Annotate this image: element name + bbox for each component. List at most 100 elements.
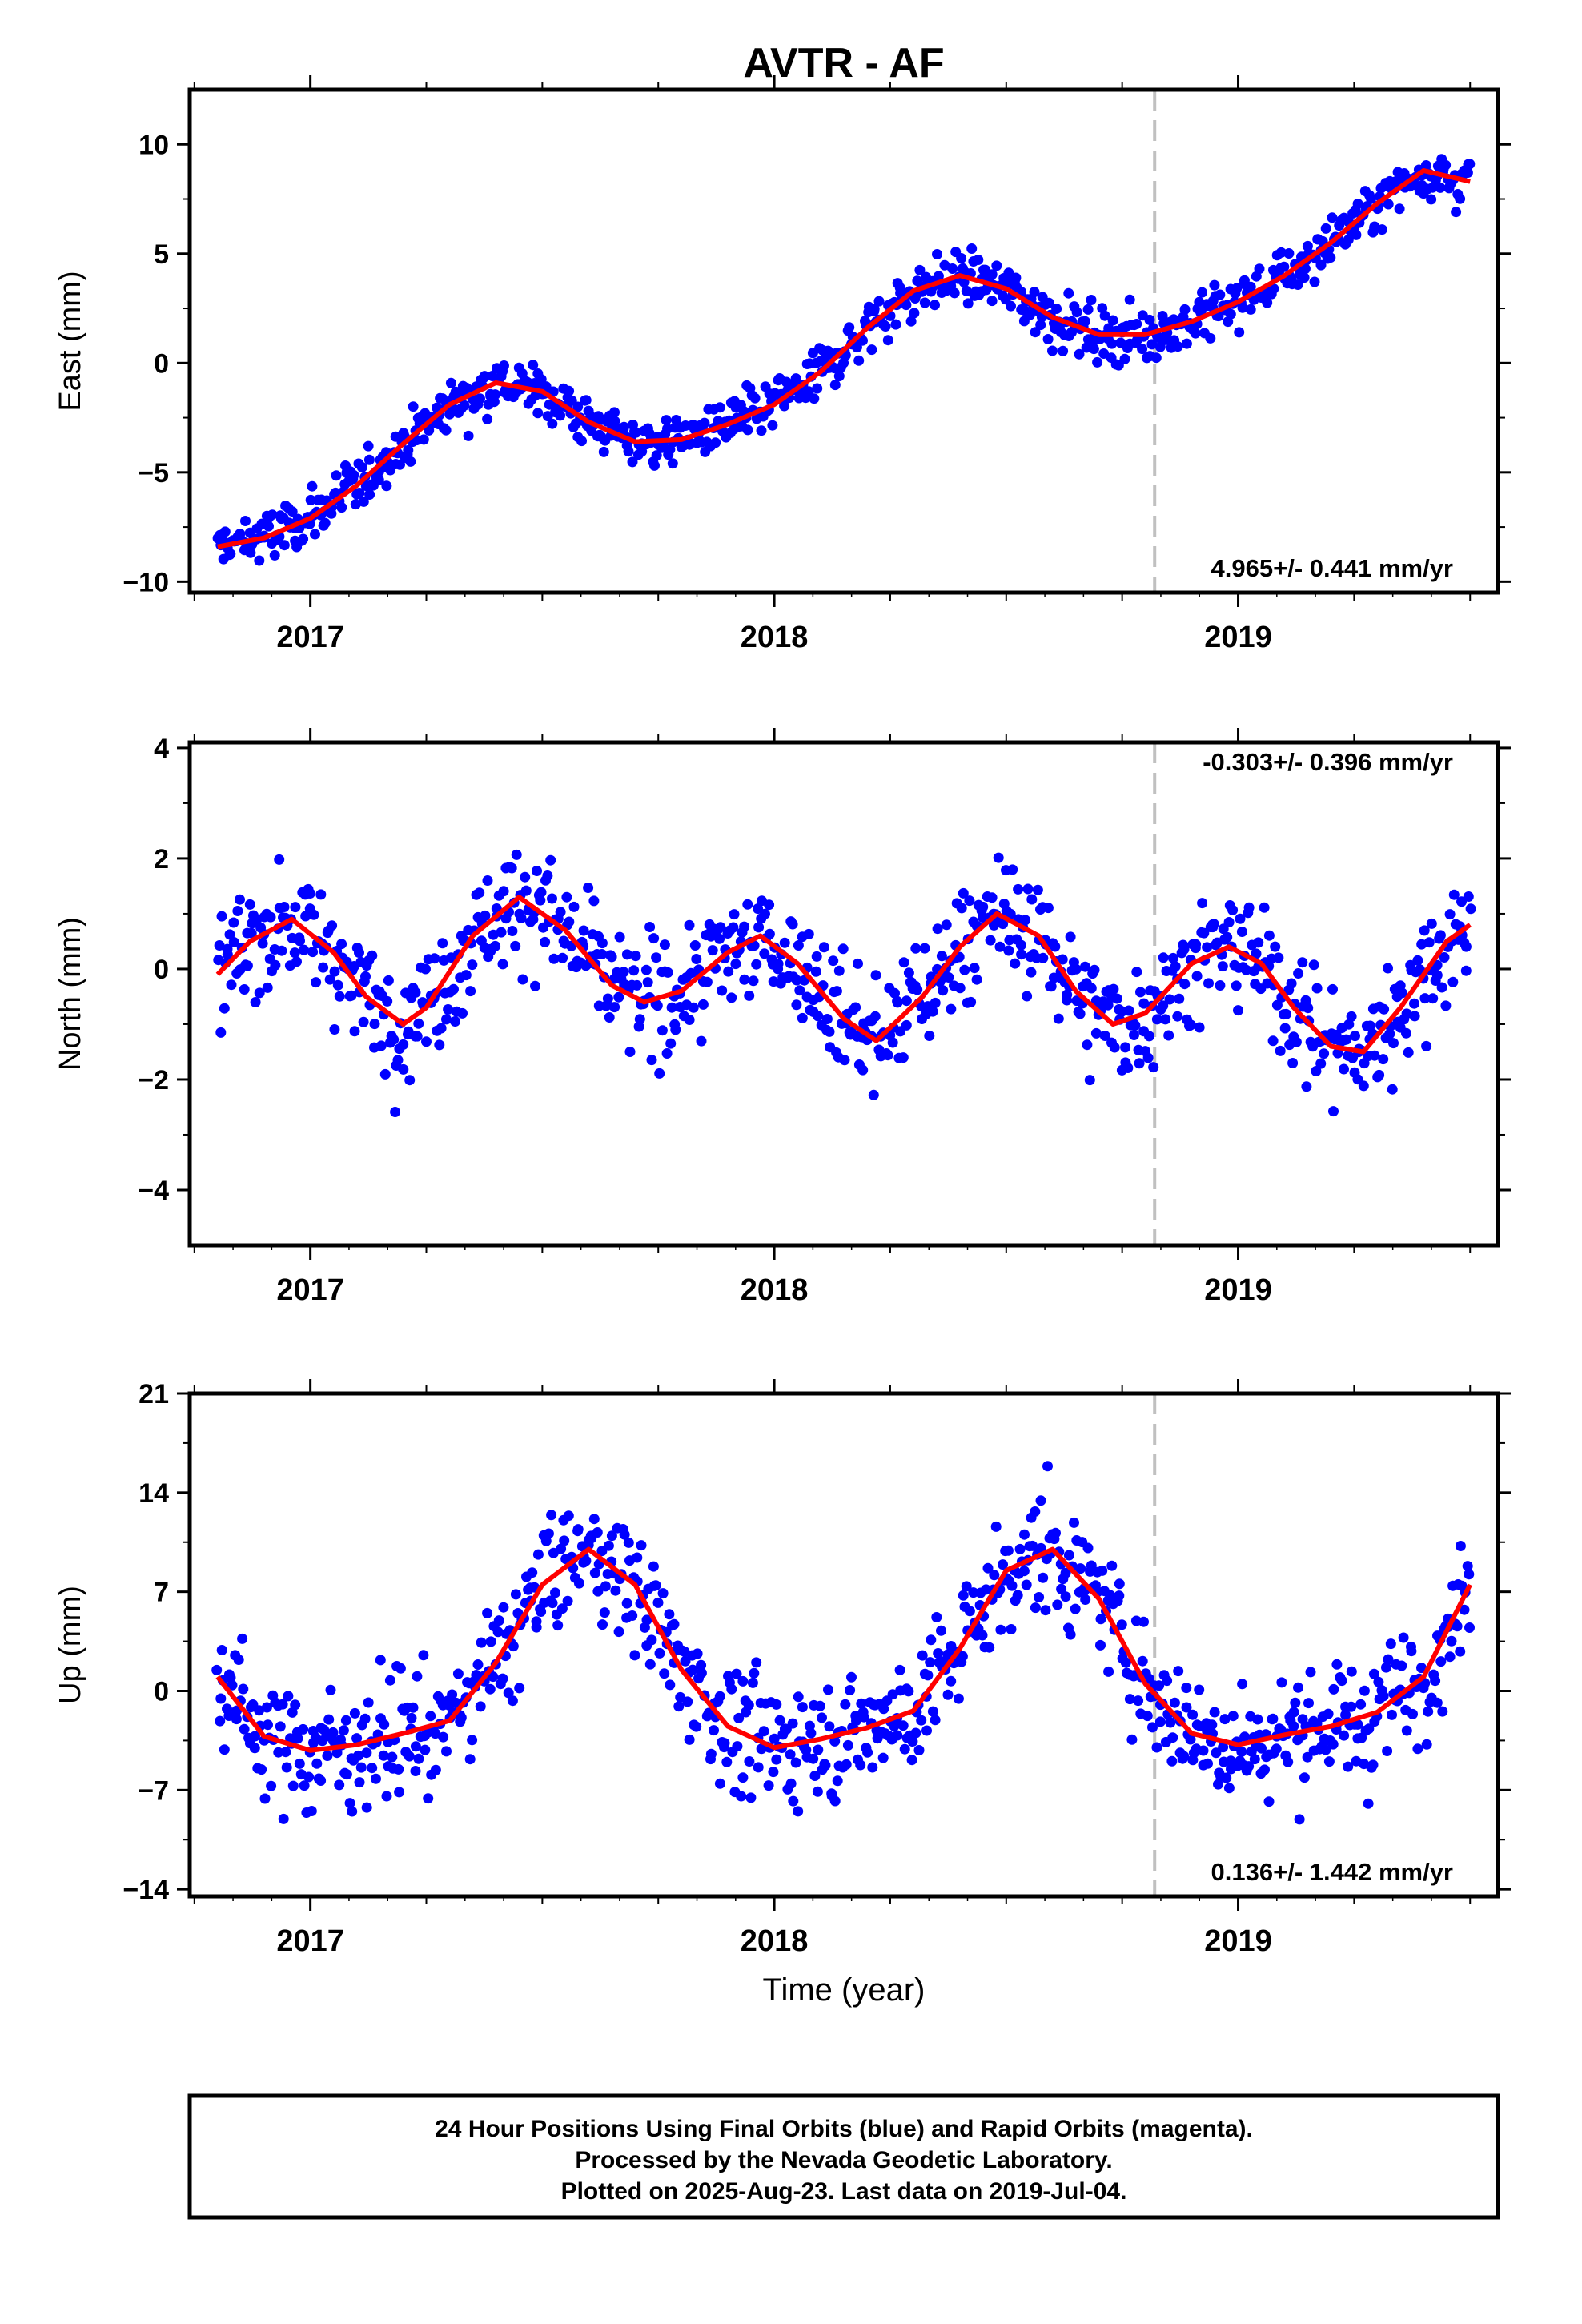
north-point — [1421, 1040, 1432, 1051]
north-point — [648, 933, 660, 944]
up-point — [737, 1675, 749, 1687]
east-point — [1426, 194, 1437, 205]
up-point — [926, 1634, 937, 1646]
up-point — [1323, 1756, 1335, 1767]
up-point — [211, 1664, 223, 1675]
east-xtick-label: 2019 — [1204, 621, 1272, 654]
north-point — [897, 1052, 909, 1063]
east-point — [1239, 275, 1250, 286]
north-point — [480, 910, 491, 921]
north-point — [924, 1031, 935, 1041]
up-point — [1050, 1527, 1061, 1538]
north-point — [1388, 1038, 1399, 1049]
north-point — [707, 945, 718, 956]
up-point — [1126, 1734, 1138, 1745]
north-point — [646, 1055, 657, 1066]
up-point — [1218, 1742, 1229, 1753]
north-point — [956, 903, 967, 914]
north-point — [1263, 930, 1275, 941]
up-point — [731, 1668, 742, 1679]
east-point — [547, 418, 558, 429]
east-point — [809, 393, 820, 404]
up-point — [657, 1588, 669, 1599]
north-point — [578, 925, 589, 936]
east-point — [219, 526, 231, 537]
north-point — [1131, 967, 1142, 978]
north-ytick-label: 2 — [154, 844, 169, 875]
north-point — [779, 937, 790, 948]
north-point — [1108, 983, 1119, 995]
up-point — [1294, 1814, 1305, 1825]
north-point — [994, 941, 1006, 952]
east-point — [298, 533, 309, 545]
up-point — [1069, 1517, 1079, 1528]
east-point — [880, 321, 891, 332]
east-point — [1181, 338, 1192, 349]
north-point — [1013, 883, 1024, 895]
north-point — [1102, 999, 1114, 1011]
north-point — [1197, 898, 1208, 909]
up-point — [430, 1728, 441, 1739]
north-point — [548, 953, 560, 964]
east-point — [1209, 279, 1220, 291]
east-point — [882, 335, 893, 346]
north-point — [520, 871, 531, 883]
up-point — [903, 1686, 914, 1697]
north-point — [532, 866, 542, 876]
up-point — [1211, 1747, 1222, 1759]
up-point — [1412, 1743, 1423, 1755]
north-point — [299, 944, 309, 955]
up-point — [485, 1636, 496, 1647]
up-point — [1187, 1709, 1199, 1720]
up-y-axis-label: Up (mm) — [54, 1586, 87, 1704]
east-point — [699, 417, 710, 428]
up-point — [1331, 1659, 1343, 1670]
north-point — [640, 964, 652, 975]
up-point — [1138, 1616, 1149, 1627]
north-point — [441, 1014, 452, 1025]
east-point — [1440, 159, 1452, 171]
north-point — [536, 887, 547, 898]
up-point — [632, 1552, 643, 1563]
east-point — [1245, 304, 1256, 315]
up-point — [1034, 1592, 1045, 1602]
east-point — [1327, 212, 1338, 223]
up-point — [215, 1693, 227, 1704]
footer-line-1: 24 Hour Positions Using Final Orbits (bl… — [435, 2116, 1253, 2142]
up-point — [311, 1758, 323, 1769]
north-point — [744, 990, 755, 1001]
up-point — [381, 1791, 392, 1802]
north-point — [632, 979, 643, 991]
east-point — [790, 373, 801, 384]
up-point — [351, 1733, 363, 1744]
north-point — [1231, 980, 1242, 991]
up-point — [250, 1731, 260, 1742]
up-point — [1198, 1745, 1209, 1756]
north-point — [1005, 908, 1016, 919]
east-point — [1179, 304, 1191, 315]
north-ytick-label: 4 — [154, 734, 169, 764]
north-point — [993, 852, 1004, 863]
east-point — [348, 469, 359, 480]
up-point — [768, 1767, 779, 1778]
north-point — [510, 940, 521, 951]
up-point — [736, 1791, 747, 1802]
east-point — [350, 499, 361, 510]
north-point — [938, 985, 949, 996]
up-point — [354, 1777, 365, 1788]
north-ytick-label: 0 — [154, 955, 169, 985]
up-point — [531, 1616, 542, 1627]
up-point — [1060, 1591, 1071, 1602]
up-point — [856, 1698, 867, 1709]
north-point — [791, 999, 802, 1011]
up-point — [936, 1625, 946, 1636]
east-point — [1144, 314, 1155, 325]
up-point — [1276, 1677, 1287, 1688]
east-point — [767, 420, 778, 431]
east-point — [1082, 304, 1094, 315]
up-point — [249, 1743, 260, 1754]
east-point — [1131, 319, 1142, 329]
up-point — [592, 1586, 604, 1597]
north-point — [226, 979, 237, 991]
up-point — [1423, 1706, 1434, 1717]
